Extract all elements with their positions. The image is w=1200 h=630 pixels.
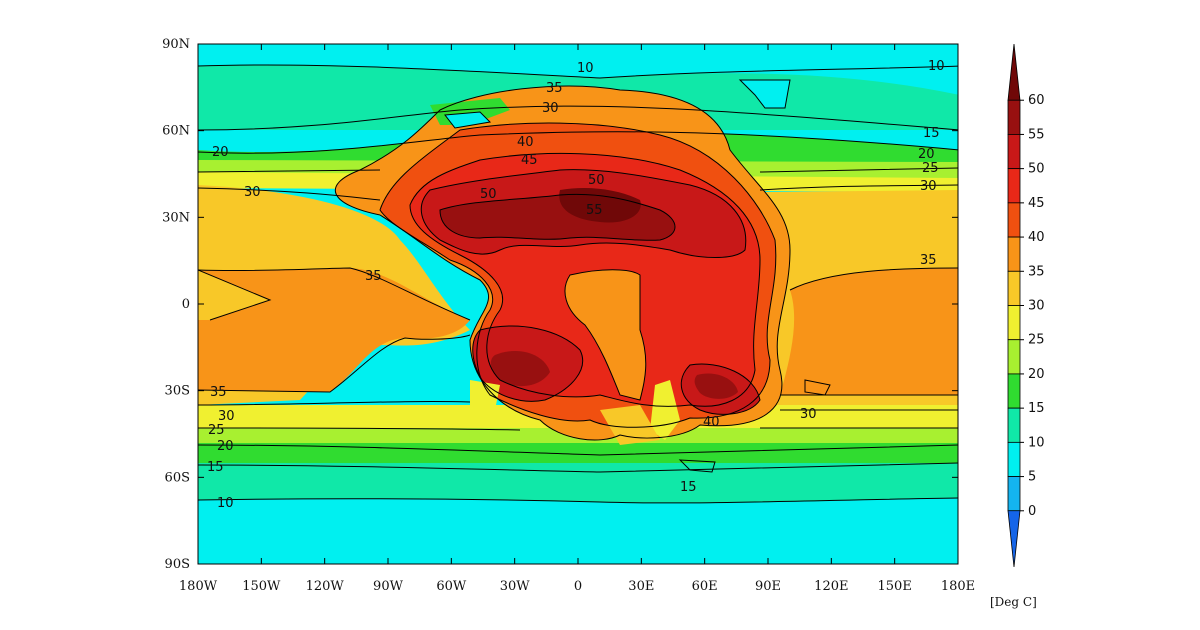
contour-label: 10 — [217, 496, 234, 511]
contour-label: 15 — [207, 460, 224, 475]
contour-label: 30 — [218, 409, 235, 424]
colorbar: 0 5 10 15 20 25 30 35 40 45 50 55 60 — [1007, 43, 1045, 568]
colorbar-level-label: 10 — [1028, 435, 1045, 450]
lon-tick-label: 180E — [941, 579, 975, 594]
lon-tick-label: 30E — [628, 579, 654, 594]
colorbar-level-label: 60 — [1028, 93, 1045, 108]
contour-label: 25 — [208, 423, 225, 438]
contour-label: 25 — [922, 161, 939, 176]
colorbar-units-label: [Deg C] — [990, 595, 1037, 609]
contour-label: 30 — [800, 407, 817, 422]
colorbar-swatch — [1007, 510, 1021, 568]
lat-tick-label: 90S — [165, 557, 190, 572]
colorbar-level-label: 55 — [1028, 127, 1045, 142]
contour-label: 35 — [365, 269, 382, 284]
contour-label: 30 — [920, 179, 937, 194]
contour-label: 20 — [918, 147, 935, 162]
contour-label: 15 — [680, 480, 697, 495]
contour-label: 20 — [217, 439, 234, 454]
contour-label: 50 — [588, 173, 605, 188]
colorbar-swatch — [1007, 441, 1021, 477]
colorbar-level-label: 5 — [1028, 470, 1036, 485]
latitude-axis: 90N 60N 30N 0 30S 60S 90S — [162, 37, 958, 572]
colorbar-swatch — [1007, 270, 1021, 306]
contour-label: 35 — [210, 385, 227, 400]
contour-label: 20 — [212, 145, 229, 160]
lat-tick-label: 60S — [165, 470, 190, 485]
lat-tick-label: 0 — [182, 297, 190, 312]
colorbar-swatch — [1007, 407, 1021, 443]
contour-lines — [198, 64, 958, 504]
colorbar-swatch — [1007, 43, 1021, 101]
contour-label: 15 — [923, 126, 940, 141]
colorbar-level-label: 30 — [1028, 299, 1045, 314]
contour-label: 35 — [920, 253, 937, 268]
lon-tick-label: 0 — [574, 579, 582, 594]
lat-tick-label: 30N — [162, 210, 190, 225]
colorbar-swatch — [1007, 134, 1021, 170]
lon-tick-label: 180W — [179, 579, 218, 594]
contour-label: 30 — [244, 185, 261, 200]
contour-label: 40 — [517, 135, 534, 150]
contour-label: 55 — [586, 203, 603, 218]
contour-label: 45 — [521, 153, 538, 168]
colorbar-level-label: 40 — [1028, 230, 1045, 245]
colorbar-level-label: 15 — [1028, 401, 1045, 416]
colorbar-swatch — [1007, 236, 1021, 272]
colorbar-level-label: 20 — [1028, 367, 1045, 382]
lat-tick-label: 30S — [165, 384, 190, 399]
colorbar-swatch — [1007, 373, 1021, 409]
contour-label: 10 — [577, 61, 594, 76]
colorbar-level-label: 0 — [1028, 504, 1036, 519]
lon-tick-label: 60W — [436, 579, 467, 594]
lon-tick-label: 120W — [306, 579, 345, 594]
contour-label-group: 10 10 10 15 15 15 20 20 20 25 25 30 30 3… — [207, 59, 945, 511]
colorbar-swatch — [1007, 99, 1021, 135]
contour-label: 10 — [928, 59, 945, 74]
lon-tick-label: 150E — [878, 579, 912, 594]
contour-label: 50 — [480, 187, 497, 202]
colorbar-level-label: 35 — [1028, 264, 1045, 279]
lon-tick-label: 60E — [692, 579, 718, 594]
contour-label: 35 — [546, 81, 563, 96]
lat-tick-label: 60N — [162, 124, 190, 139]
colorbar-swatch — [1007, 202, 1021, 238]
lon-tick-label: 90E — [755, 579, 781, 594]
colorbar-level-label: 50 — [1028, 162, 1045, 177]
colorbar-swatch — [1007, 476, 1021, 512]
colorbar-swatch — [1007, 168, 1021, 204]
longitude-axis: 180W 150W 120W 90W 60W 30W 0 30E 60E 90E 120E 150E 1… — [179, 44, 975, 594]
colorbar-level-label: 45 — [1028, 196, 1045, 211]
contour-label: 30 — [542, 101, 559, 116]
lon-tick-label: 30W — [500, 579, 531, 594]
lat-tick-label: 90N — [162, 37, 190, 52]
lon-tick-label: 120E — [814, 579, 848, 594]
lon-tick-label: 90W — [373, 579, 404, 594]
lon-tick-label: 150W — [242, 579, 281, 594]
colorbar-level-label: 25 — [1028, 333, 1045, 348]
colorbar-swatch — [1007, 305, 1021, 341]
colorbar-swatch — [1007, 339, 1021, 375]
temperature-field — [198, 44, 958, 564]
contour-label: 40 — [703, 415, 720, 430]
